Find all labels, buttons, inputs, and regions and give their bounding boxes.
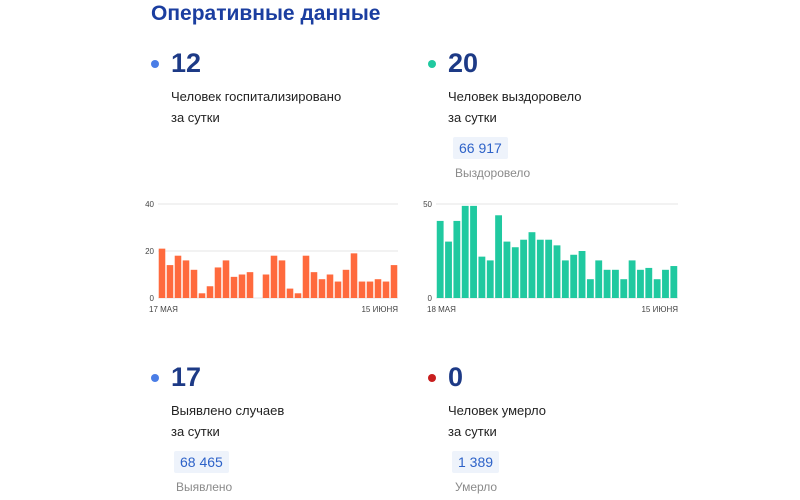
hospitalized-chart-bar [166, 265, 174, 298]
hospitalized-line1: Человек госпитализировано [171, 89, 342, 104]
deaths-dot-icon [428, 374, 436, 382]
recovered-chart-bar [511, 247, 519, 298]
hospitalized-chart-bar [278, 260, 286, 298]
recovered-chart-bar [653, 279, 661, 298]
hospitalized-chart-bar [326, 274, 334, 298]
recovered-chart-bar [586, 279, 594, 298]
recovered-chart-bar [445, 241, 452, 298]
hospitalized-chart-bar [206, 286, 214, 298]
recovered-chart-bar [662, 269, 669, 298]
hospitalized-chart-bar [318, 279, 326, 298]
hospitalized-chart-xlabel-end: 15 ИЮНЯ [361, 305, 398, 314]
hospitalized-dot-icon [151, 60, 159, 68]
recovered-chart-bar [620, 279, 628, 298]
hospitalized-chart-bar [350, 253, 358, 298]
hospitalized-chart-ytick-label: 40 [145, 200, 154, 209]
deaths-total-label: Умерло [455, 480, 498, 494]
recovered-chart-bar [545, 239, 553, 298]
recovered-chart-bar [570, 254, 578, 298]
recovered-chart-bar [553, 245, 561, 298]
hospitalized-chart-bar [358, 281, 366, 298]
hospitalized-chart-bar [174, 255, 182, 298]
recovered-description: Человек выздоровело за сутки [448, 86, 581, 128]
hospitalized-chart-bar [222, 260, 230, 298]
hospitalized-chart-ytick-label: 0 [150, 294, 155, 303]
recovered-bar-chart: 50 0 18 МАЯ 15 ИЮНЯ [423, 200, 678, 314]
recovered-chart-bar [478, 256, 486, 298]
hospitalized-chart-bar [310, 272, 318, 298]
recovered-value: 20 [448, 48, 479, 78]
hospitalized-chart-bar [382, 281, 390, 298]
hospitalized-chart-bar [342, 269, 350, 298]
hospitalized-chart-bar [302, 255, 310, 298]
recovered-chart-bar [611, 269, 619, 298]
deaths-value: 0 [448, 362, 464, 392]
recovered-chart-bar [561, 260, 569, 298]
recovered-chart-bar [628, 260, 636, 298]
deaths-total-badge: 1 389 [452, 451, 500, 473]
recovered-chart-bar [436, 220, 444, 298]
cases-total-badge: 68 465 [174, 451, 229, 473]
hospitalized-chart-bar [270, 255, 278, 298]
recovered-chart-bar [670, 266, 678, 298]
cases-value: 17 [171, 362, 202, 392]
cases-dot-icon [151, 374, 159, 382]
recovered-chart-bar [645, 267, 653, 298]
hospitalized-chart-bar [238, 274, 246, 298]
deaths-line2: за сутки [448, 424, 497, 439]
recovered-chart-bar [578, 251, 586, 298]
recovered-chart-bar [503, 241, 511, 298]
cases-line1: Выявлено случаев [171, 403, 285, 418]
hospitalized-chart-bar [294, 293, 302, 298]
hospitalized-chart-xlabel-start: 17 МАЯ [149, 305, 178, 314]
recovered-chart-xlabel-end: 15 ИЮНЯ [641, 305, 678, 314]
deaths-description: Человек умерло за сутки [448, 400, 546, 442]
recovered-total-label: Выздоровело [455, 166, 531, 180]
hospitalized-chart-bar [198, 293, 206, 298]
cases-total-label: Выявлено [176, 480, 233, 494]
recovered-chart-ytick-label: 0 [428, 294, 433, 303]
recovered-line2: за сутки [448, 110, 497, 125]
hospitalized-chart-bar [158, 248, 166, 298]
hospitalized-chart-bar [230, 276, 238, 298]
hospitalized-chart-bar [390, 265, 398, 298]
recovered-chart-bar [470, 205, 477, 298]
recovered-chart-bar [486, 260, 494, 298]
recovered-chart-ytick-label: 50 [423, 200, 432, 209]
hospitalized-chart-ytick-label: 20 [145, 247, 154, 256]
recovered-chart-bar [637, 269, 644, 298]
recovered-chart-bar [595, 260, 603, 298]
hospitalized-line2: за сутки [171, 110, 220, 125]
recovered-chart-bar [453, 220, 461, 298]
hospitalized-bar-chart: 40 20 0 17 МАЯ 15 ИЮНЯ [145, 200, 398, 314]
hospitalized-chart-bar [182, 260, 190, 298]
hospitalized-value: 12 [171, 48, 202, 78]
hospitalized-chart-bar [366, 281, 374, 298]
hospitalized-chart-bar [262, 274, 270, 298]
recovered-chart-bar [461, 205, 469, 298]
hospitalized-chart-bar [286, 288, 294, 298]
hospitalized-chart-bar [374, 279, 382, 298]
hospitalized-chart-bar [334, 281, 342, 298]
recovered-total-badge: 66 917 [453, 137, 508, 159]
recovered-chart-bar [520, 239, 528, 298]
recovered-chart-bar [536, 239, 544, 298]
hospitalized-chart-bar [214, 267, 222, 298]
cases-line2: за сутки [171, 424, 220, 439]
hospitalized-description: Человек госпитализировано за сутки [171, 86, 341, 128]
hospitalized-chart-bar [246, 272, 254, 298]
deaths-line1: Человек умерло [448, 403, 546, 418]
recovered-line1: Человек выздоровело [448, 89, 582, 104]
recovered-chart-bar [528, 232, 536, 298]
recovered-chart-xlabel-start: 18 МАЯ [427, 305, 456, 314]
recovered-chart-bar [495, 215, 503, 298]
hospitalized-chart-bar [190, 269, 198, 298]
cases-description: Выявлено случаев за сутки [171, 400, 284, 442]
page-title: Оперативные данные [151, 2, 381, 25]
recovered-chart-bar [603, 269, 611, 298]
recovered-dot-icon [428, 60, 436, 68]
